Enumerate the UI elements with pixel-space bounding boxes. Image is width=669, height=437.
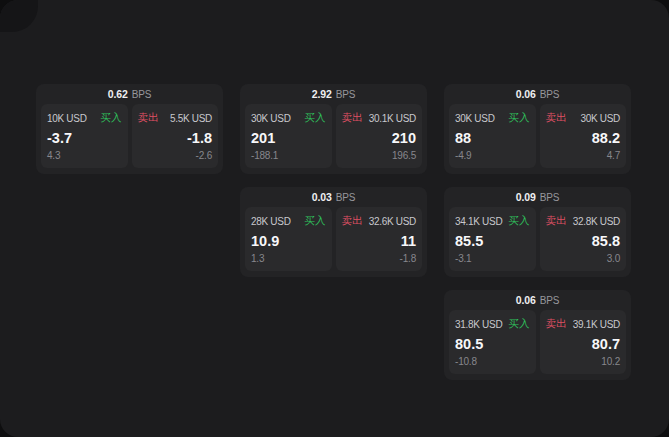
- buy-cell[interactable]: 30K USD 买入 201 -188.1: [245, 104, 332, 168]
- buy-size: 31.8K USD: [455, 319, 502, 330]
- sell-cell[interactable]: 卖出 32.8K USD 85.8 3.0: [540, 207, 627, 271]
- buy-size: 10K USD: [47, 113, 87, 124]
- buy-sub-value: 1.3: [251, 253, 326, 264]
- sell-size: 32.6K USD: [369, 216, 416, 227]
- bps-unit-label: BPS: [540, 295, 559, 306]
- bps-value: 2.92: [312, 88, 332, 100]
- sell-size: 30K USD: [580, 113, 620, 124]
- sell-value: 11: [342, 233, 417, 249]
- sell-value: 210: [342, 130, 417, 146]
- buy-side-label: 买入: [305, 111, 326, 125]
- sell-value: 88.2: [546, 130, 621, 146]
- quote-card: 2.92 BPS 30K USD 买入 201 -188.1 卖出 30.1K …: [240, 84, 427, 174]
- sell-side-label: 卖出: [342, 111, 363, 125]
- buy-size: 30K USD: [455, 113, 495, 124]
- buy-sub-value: -10.8: [455, 356, 530, 367]
- bps-unit-label: BPS: [336, 89, 355, 100]
- buy-cell[interactable]: 10K USD 买入 -3.7 4.3: [41, 104, 128, 168]
- bps-value: 0.06: [516, 88, 536, 100]
- card-header: 0.06 BPS: [444, 290, 631, 310]
- buy-value: 201: [251, 130, 326, 146]
- quote-card: 0.06 BPS 31.8K USD 买入 80.5 -10.8 卖出 39.1…: [444, 290, 631, 380]
- buy-side-label: 买入: [509, 111, 530, 125]
- bps-unit-label: BPS: [540, 192, 559, 203]
- buy-value: -3.7: [47, 130, 122, 146]
- sell-sub-value: 196.5: [342, 150, 417, 161]
- card-header: 0.06 BPS: [444, 84, 631, 104]
- buy-side-label: 买入: [509, 317, 530, 331]
- sell-cell[interactable]: 卖出 30K USD 88.2 4.7: [540, 104, 627, 168]
- quote-cells: 28K USD 买入 10.9 1.3 卖出 32.6K USD 11 -1.8: [240, 207, 427, 277]
- sell-sub-value: 4.7: [546, 150, 621, 161]
- sell-side-label: 卖出: [138, 111, 159, 125]
- buy-side-label: 买入: [305, 214, 326, 228]
- buy-size: 30K USD: [251, 113, 291, 124]
- sell-cell[interactable]: 卖出 5.5K USD -1.8 -2.6: [132, 104, 219, 168]
- buy-cell[interactable]: 31.8K USD 买入 80.5 -10.8: [449, 310, 536, 374]
- quote-cells: 10K USD 买入 -3.7 4.3 卖出 5.5K USD -1.8 -2.…: [36, 104, 223, 174]
- corner-decoration: [0, 0, 38, 32]
- buy-value: 80.5: [455, 336, 530, 352]
- buy-size: 34.1K USD: [455, 216, 502, 227]
- buy-cell[interactable]: 28K USD 买入 10.9 1.3: [245, 207, 332, 271]
- bps-value: 0.62: [108, 88, 128, 100]
- buy-value: 10.9: [251, 233, 326, 249]
- quote-card: 0.06 BPS 30K USD 买入 88 -4.9 卖出 30K USD 8…: [444, 84, 631, 174]
- sell-sub-value: -1.8: [342, 253, 417, 264]
- sell-value: 85.8: [546, 233, 621, 249]
- card-header: 0.62 BPS: [36, 84, 223, 104]
- sell-sub-value: 10.2: [546, 356, 621, 367]
- bps-unit-label: BPS: [336, 192, 355, 203]
- sell-side-label: 卖出: [342, 214, 363, 228]
- bps-unit-label: BPS: [540, 89, 559, 100]
- quote-cells: 30K USD 买入 201 -188.1 卖出 30.1K USD 210 1…: [240, 104, 427, 174]
- sell-value: -1.8: [138, 130, 213, 146]
- sell-sub-value: 3.0: [546, 253, 621, 264]
- quote-card: 0.09 BPS 34.1K USD 买入 85.5 -3.1 卖出 32.8K…: [444, 187, 631, 277]
- sell-cell[interactable]: 卖出 39.1K USD 80.7 10.2: [540, 310, 627, 374]
- bps-value: 0.03: [312, 191, 332, 203]
- sell-cell[interactable]: 卖出 30.1K USD 210 196.5: [336, 104, 423, 168]
- buy-sub-value: -3.1: [455, 253, 530, 264]
- main-panel: 0.62 BPS 10K USD 买入 -3.7 4.3 卖出 5.5K USD…: [0, 0, 669, 437]
- quote-cells: 30K USD 买入 88 -4.9 卖出 30K USD 88.2 4.7: [444, 104, 631, 174]
- buy-sub-value: -4.9: [455, 150, 530, 161]
- buy-value: 85.5: [455, 233, 530, 249]
- card-header: 0.03 BPS: [240, 187, 427, 207]
- quote-card: 0.03 BPS 28K USD 买入 10.9 1.3 卖出 32.6K US…: [240, 187, 427, 277]
- sell-side-label: 卖出: [546, 317, 567, 331]
- sell-size: 39.1K USD: [573, 319, 620, 330]
- buy-sub-value: 4.3: [47, 150, 122, 161]
- buy-value: 88: [455, 130, 530, 146]
- sell-size: 5.5K USD: [170, 113, 212, 124]
- buy-cell[interactable]: 34.1K USD 买入 85.5 -3.1: [449, 207, 536, 271]
- quote-cells: 31.8K USD 买入 80.5 -10.8 卖出 39.1K USD 80.…: [444, 310, 631, 380]
- bps-value: 0.06: [516, 294, 536, 306]
- buy-side-label: 买入: [509, 214, 530, 228]
- sell-cell[interactable]: 卖出 32.6K USD 11 -1.8: [336, 207, 423, 271]
- buy-size: 28K USD: [251, 216, 291, 227]
- sell-value: 80.7: [546, 336, 621, 352]
- buy-cell[interactable]: 30K USD 买入 88 -4.9: [449, 104, 536, 168]
- sell-sub-value: -2.6: [138, 150, 213, 161]
- quote-cells: 34.1K USD 买入 85.5 -3.1 卖出 32.8K USD 85.8…: [444, 207, 631, 277]
- card-header: 2.92 BPS: [240, 84, 427, 104]
- sell-side-label: 卖出: [546, 214, 567, 228]
- sell-side-label: 卖出: [546, 111, 567, 125]
- card-header: 0.09 BPS: [444, 187, 631, 207]
- bps-unit-label: BPS: [132, 89, 151, 100]
- bps-value: 0.09: [516, 191, 536, 203]
- buy-sub-value: -188.1: [251, 150, 326, 161]
- sell-size: 32.8K USD: [573, 216, 620, 227]
- sell-size: 30.1K USD: [369, 113, 416, 124]
- buy-side-label: 买入: [101, 111, 122, 125]
- quote-card: 0.62 BPS 10K USD 买入 -3.7 4.3 卖出 5.5K USD…: [36, 84, 223, 174]
